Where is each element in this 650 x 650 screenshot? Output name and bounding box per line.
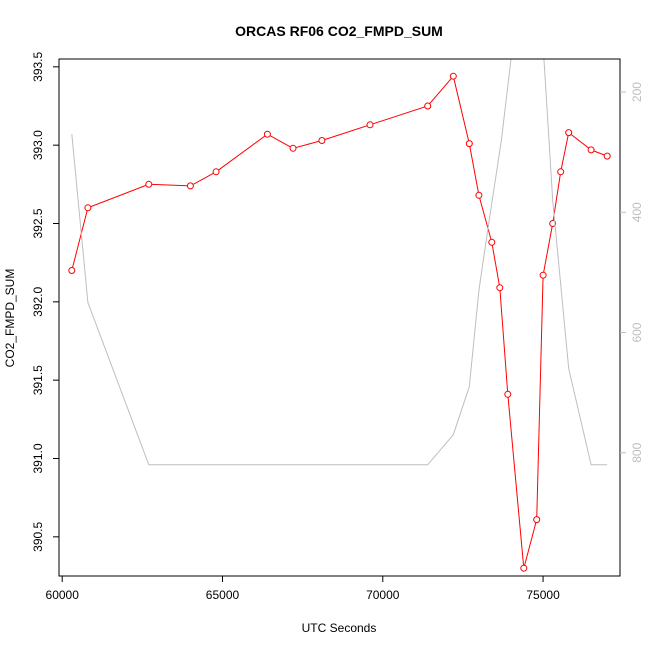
data-point (496, 284, 504, 292)
data-point (587, 146, 595, 154)
data-point (565, 129, 573, 137)
data-point (504, 390, 512, 398)
data-point (539, 271, 547, 279)
data-point (520, 564, 528, 572)
data-point (289, 144, 297, 152)
x-tick-label: 75000 (526, 588, 560, 602)
y2-tick-label: 600 (630, 322, 644, 342)
data-point (263, 130, 271, 138)
x-axis-label: UTC Seconds (302, 621, 377, 635)
data-point (424, 102, 432, 110)
y2-tick-label: 200 (630, 82, 644, 102)
data-point (366, 121, 374, 129)
y-tick-label: 390.5 (31, 521, 45, 551)
data-point (475, 191, 483, 199)
data-point (68, 267, 76, 274)
data-point (549, 220, 557, 227)
series-line-co2 (71, 75, 608, 569)
y-tick-label: 393.5 (31, 51, 45, 81)
data-point (145, 180, 153, 188)
data-point (449, 72, 457, 80)
data-point (488, 238, 496, 246)
data-point (465, 140, 473, 148)
y-tick-label: 393.0 (31, 130, 45, 160)
chart-title: ORCAS RF06 CO2_FMPD_SUM (235, 23, 443, 39)
y-tick-label: 392.5 (31, 208, 45, 238)
x-tick-label: 65000 (206, 588, 240, 602)
y-tick-label: 391.0 (31, 443, 45, 473)
data-point (533, 516, 541, 524)
plot-frame (58, 58, 621, 577)
y-tick-label: 392.0 (31, 286, 45, 316)
data-point (318, 137, 326, 144)
x-tick-label: 70000 (366, 588, 400, 602)
data-point (557, 168, 565, 176)
data-point (212, 168, 220, 176)
plot-area: 60000 65000 70000 75000 390.5 391.0 391.5 392.0… (31, 51, 644, 602)
data-point (603, 152, 611, 160)
data-point (186, 182, 194, 190)
y-tick-label: 391.5 (31, 365, 45, 395)
data-point (84, 204, 92, 212)
y2-tick-label: 800 (630, 442, 644, 462)
x-tick-label: 60000 (46, 588, 80, 602)
y-axis-label: CO2_FMPD_SUM (3, 269, 17, 368)
y2-tick-label: 400 (630, 202, 644, 222)
series-line-altitude (71, 59, 608, 466)
